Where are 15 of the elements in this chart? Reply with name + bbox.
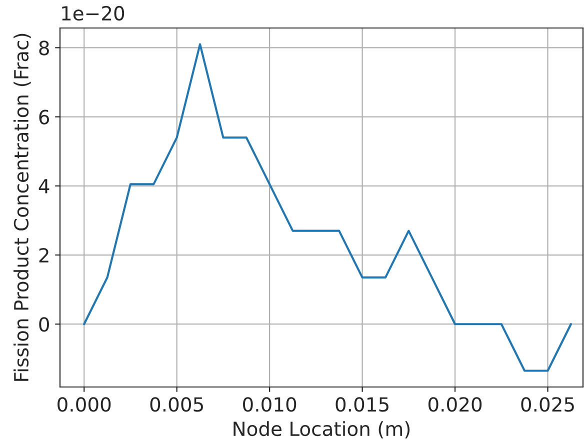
x-tick-label: 0.020 [428,397,482,412]
x-tick-label: 0.015 [336,397,388,412]
y-tick-label: 2 [39,248,48,262]
line-series [83,43,572,372]
text: 1e−20 [62,6,124,21]
x-tick-label: 0.025 [521,397,574,412]
y-tick-label: 0 [39,317,49,332]
y-tick-label: 6 [39,110,50,124]
x-axis-title: Node Location (m) [234,421,410,438]
x-tick-label: 0.005 [150,397,203,412]
y-tick-label: 4 [38,179,50,194]
y-axis-title: Fission Product Concentration (Frac) [14,34,31,381]
x-tick-label: 0.000 [58,397,111,412]
y-tick-label: 8 [39,40,49,56]
x-tick-label: 0.010 [243,397,296,412]
